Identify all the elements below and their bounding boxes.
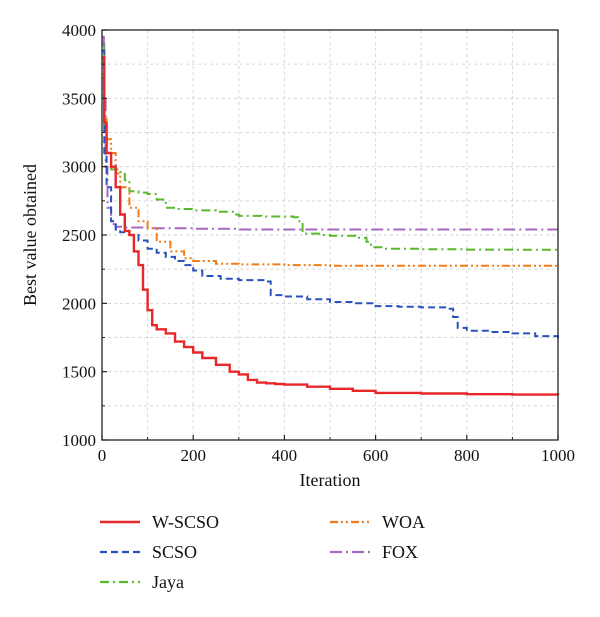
x-tick-label: 1000	[541, 446, 575, 465]
y-axis-title: Best value obtained	[20, 164, 40, 306]
y-tick-label: 3000	[62, 158, 96, 177]
axis-ticks: 0 200 400 600 800 1000 1000 1500 2000 2500 3000 350…	[62, 21, 575, 465]
x-tick-label: 0	[98, 446, 107, 465]
y-tick-label: 1500	[62, 363, 96, 382]
x-tick-label: 800	[454, 446, 480, 465]
x-tick-label: 600	[363, 446, 389, 465]
series-lines	[102, 35, 560, 396]
x-axis-title: Iteration	[300, 470, 361, 490]
legend: W-SCSO SCSO Jaya WOA FOX	[100, 512, 425, 592]
y-tick-label: 2500	[62, 226, 96, 245]
legend-item: FOX	[330, 542, 418, 562]
legend-item: SCSO	[100, 542, 197, 562]
legend-label: FOX	[382, 542, 418, 562]
series-line-jaya	[102, 42, 558, 251]
x-tick-label: 200	[180, 446, 206, 465]
grid	[102, 30, 558, 440]
series-line-woa	[102, 76, 558, 267]
legend-label: WOA	[382, 512, 425, 532]
y-tick-label: 2000	[62, 294, 96, 313]
x-tick-label: 400	[272, 446, 298, 465]
y-tick-label: 3500	[62, 89, 96, 108]
legend-item: Jaya	[100, 572, 184, 592]
legend-label: SCSO	[152, 542, 197, 562]
legend-item: W-SCSO	[100, 512, 219, 532]
legend-label: Jaya	[152, 572, 184, 592]
series-line-w-scso	[102, 56, 560, 396]
legend-label: W-SCSO	[152, 512, 219, 532]
y-tick-label: 1000	[62, 431, 96, 450]
legend-item: WOA	[330, 512, 425, 532]
y-tick-label: 4000	[62, 21, 96, 40]
